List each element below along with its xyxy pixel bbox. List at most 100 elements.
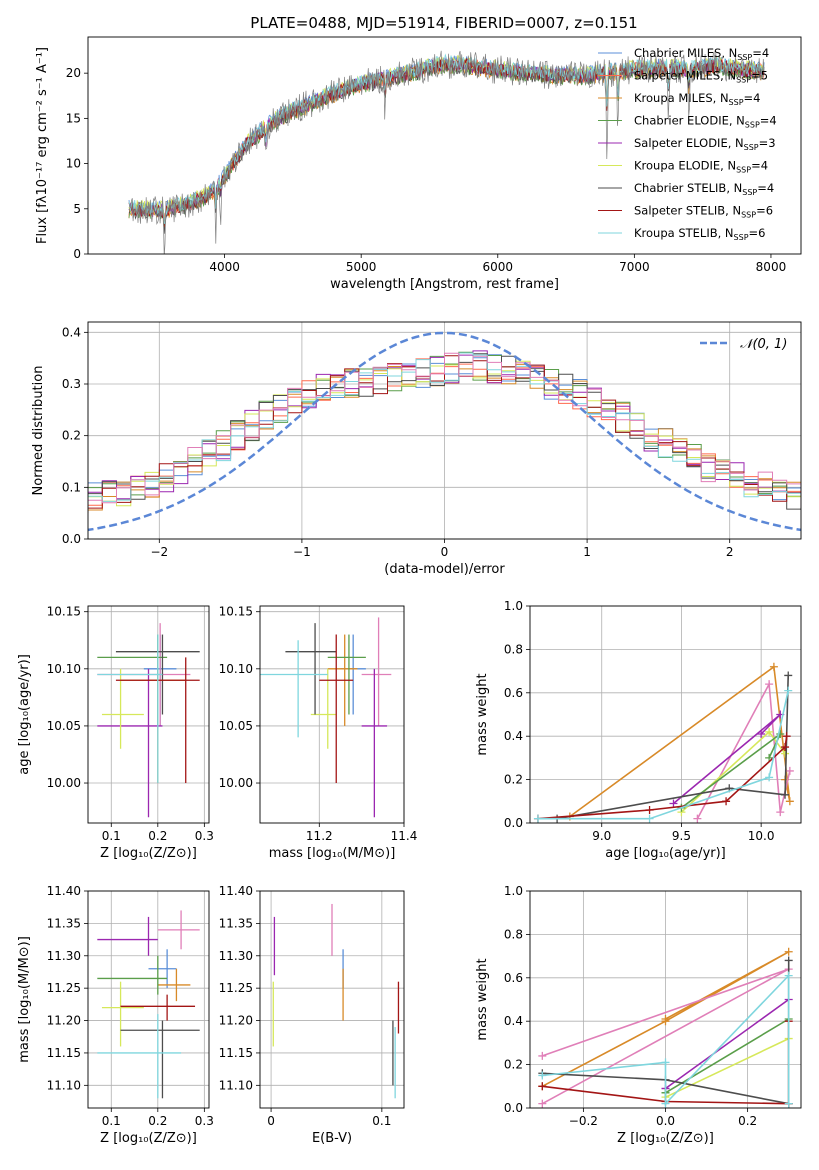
histogram-pink: [88, 352, 801, 508]
x-axis-label: wavelength [Angstrom, rest frame]: [330, 277, 559, 292]
x-tick-label: 0.2: [148, 829, 167, 843]
legend-entry: Salpeter ELODIE, NSSP=3: [634, 136, 776, 152]
x-tick-label: 2: [726, 545, 734, 559]
y-tick-label: 11.30: [47, 949, 81, 963]
axes-frame: [529, 890, 802, 1109]
y-tick-label: 11.20: [219, 1014, 253, 1028]
legend-text: Kroupa MILES, N: [634, 91, 729, 105]
x-tick-label: 8000: [756, 260, 787, 274]
panel-mass_vs_Z: 0.1 0.2 0.3 11.10 11.15 11.20 11.25 11.30 11.35 1…: [17, 884, 214, 1146]
weight-marker: [769, 662, 778, 671]
panel-age_vs_mass: 11.2 11.4 10.00 10.05 10.10 10.15 mass [log₁₀(…: [219, 605, 418, 861]
legend-sub: SSP: [742, 188, 757, 197]
y-tick-label: 10.00: [219, 776, 253, 790]
legend-suffix: =3: [759, 136, 776, 150]
x-axis-label: age [log₁₀(age/yr)]: [605, 846, 726, 861]
legend-sub: SSP: [736, 76, 751, 85]
panel-residuals: −2 −1 0 1 2 0.0 0.1 0.2 0.3 0.4 (data-model)/error…: [31, 321, 802, 577]
y-tick-label: 10: [66, 157, 81, 171]
histogram-chabrier_elodie: [88, 351, 801, 501]
legend-sub: SSP: [729, 98, 744, 107]
legend-entry: Salpeter MILES, NSSP=5: [634, 69, 768, 85]
axes-frame: [259, 605, 405, 824]
histogram-salpeter_elodie: [88, 350, 801, 509]
y-tick-label: 5: [73, 202, 81, 216]
axes-frame: [87, 890, 210, 1109]
y-axis-label: mass [log₁₀(M/M⊙)]: [17, 936, 32, 1063]
x-tick-label: −1: [293, 545, 311, 559]
y-tick-label: 0.2: [504, 1058, 523, 1072]
weight-line-kroupa_miles: [569, 665, 791, 818]
weight-marker: [784, 971, 793, 980]
y-axis-label: age [log₁₀(age/yr)]: [17, 654, 32, 775]
legend-sub: SSP: [744, 143, 759, 152]
axes-frame: [87, 605, 210, 824]
plot-area: [88, 331, 801, 532]
weight-marker: [693, 814, 702, 823]
y-tick-label: 11.20: [47, 1014, 81, 1028]
legend-text: Chabrier MILES, N: [634, 46, 737, 60]
weight-marker: [784, 1099, 793, 1108]
weight-line-pink: [696, 681, 791, 820]
legend-text: Chabrier ELODIE, N: [634, 114, 745, 128]
histogram-chabrier_miles: [88, 354, 801, 501]
x-tick-label: 7000: [619, 260, 650, 274]
x-axis-label: Z [log₁₀(Z/Z⊙)]: [100, 1131, 197, 1146]
x-tick-label: 0.1: [372, 1114, 391, 1128]
chart-title: PLATE=0488, MJD=51914, FIBERID=0007, z=0…: [250, 14, 637, 32]
weight-marker: [765, 727, 774, 736]
plot-area: [538, 947, 793, 1108]
legend-entry: Chabrier STELIB, NSSP=4: [634, 181, 774, 197]
x-tick-label: −0.2: [569, 1114, 598, 1128]
legend-text: Salpeter MILES, N: [634, 69, 736, 83]
y-tick-label: 10.15: [47, 605, 81, 619]
x-tick-label: 0.0: [656, 1114, 675, 1128]
weight-marker: [533, 814, 542, 823]
legend-suffix: =4: [760, 114, 777, 128]
legend-entry: Kroupa STELIB, NSSP=6: [634, 226, 765, 242]
x-axis-label: E(B-V): [312, 1131, 352, 1146]
y-axis-label: Normed distribution: [31, 366, 46, 496]
legend-entry: Kroupa ELODIE, NSSP=4: [634, 159, 768, 175]
y-tick-label: 11.30: [219, 949, 253, 963]
x-tick-label: −2: [150, 545, 168, 559]
x-tick-label: 5000: [346, 260, 377, 274]
legend-suffix: =5: [751, 69, 768, 83]
y-tick-label: 0.6: [504, 971, 523, 985]
y-tick-label: 0.0: [504, 1101, 523, 1115]
y-axis-label: mass weight: [475, 673, 490, 755]
legend-sub: SSP: [737, 53, 752, 62]
weight-line-kroupa_miles: [541, 951, 790, 1088]
weight-marker: [765, 753, 774, 762]
y-tick-label: 0.8: [504, 642, 523, 656]
y-tick-label: 10.05: [47, 719, 81, 733]
y-tick-label: 11.25: [47, 981, 81, 995]
y-tick-label: 0.8: [504, 927, 523, 941]
weight-marker: [538, 1082, 547, 1091]
y-tick-label: 11.10: [219, 1078, 253, 1092]
weight-marker: [784, 671, 793, 680]
y-axis-label: mass weight: [475, 958, 490, 1040]
legend-text: Chabrier STELIB, N: [634, 181, 742, 195]
y-tick-label: 0.6: [504, 686, 523, 700]
plot-area: [533, 662, 794, 823]
y-tick-label: 11.35: [219, 916, 253, 930]
weight-marker: [722, 797, 731, 806]
weight-marker: [785, 766, 794, 775]
legend-suffix: =4: [744, 91, 761, 105]
y-tick-label: 0.4: [504, 729, 523, 743]
y-tick-label: 11.35: [47, 916, 81, 930]
axes-frame: [87, 36, 802, 255]
panel-spectrum: 4000 5000 6000 7000 8000 0 5 10 15 20 wavelength […: [35, 36, 802, 292]
x-tick-label: 11.2: [306, 829, 333, 843]
weight-marker: [645, 814, 654, 823]
plot-area: [97, 910, 200, 1099]
weight-line-chabrier_elodie: [665, 1018, 790, 1094]
weight-marker: [785, 797, 794, 806]
x-tick-label: 0.1: [102, 1114, 121, 1128]
x-tick-label: 9.5: [672, 829, 691, 843]
x-tick-label: 1: [583, 545, 591, 559]
plot-area: [128, 50, 765, 254]
y-tick-label: 11.40: [219, 884, 253, 898]
